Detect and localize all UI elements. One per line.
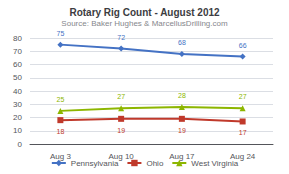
svg-text:70: 70 [13,47,22,56]
svg-text:17: 17 [239,129,247,136]
svg-text:25: 25 [56,96,64,103]
svg-text:West Virginia: West Virginia [191,159,238,168]
svg-text:72: 72 [117,34,125,41]
svg-text:Aug 17: Aug 17 [169,151,195,161]
svg-text:40: 40 [13,87,22,96]
svg-text:27: 27 [117,93,125,100]
svg-text:27: 27 [239,93,247,100]
svg-text:18: 18 [56,128,64,135]
svg-text:20: 20 [13,113,22,122]
svg-text:19: 19 [117,127,125,134]
svg-text:Aug 24: Aug 24 [229,151,256,161]
svg-text:30: 30 [13,100,22,109]
svg-text:80: 80 [13,34,22,43]
svg-text:19: 19 [178,127,186,134]
svg-text:Aug 10: Aug 10 [108,151,134,161]
svg-text:Ohio: Ohio [146,159,163,168]
svg-text:50: 50 [13,73,22,82]
svg-text:Rotary Rig Count - August 2012: Rotary Rig Count - August 2012 [69,7,220,18]
svg-text:66: 66 [239,42,247,49]
svg-text:0: 0 [18,140,23,149]
svg-text:60: 60 [13,60,22,69]
svg-text:75: 75 [56,30,64,37]
svg-text:28: 28 [178,92,186,99]
svg-text:Pennsylvania: Pennsylvania [71,159,119,168]
svg-text:68: 68 [178,39,186,46]
svg-text:Aug 3: Aug 3 [50,152,71,161]
svg-text:Source: Baker Hughes & Marcell: Source: Baker Hughes & MarcellusDrilling… [61,19,228,28]
svg-text:10: 10 [13,126,22,135]
